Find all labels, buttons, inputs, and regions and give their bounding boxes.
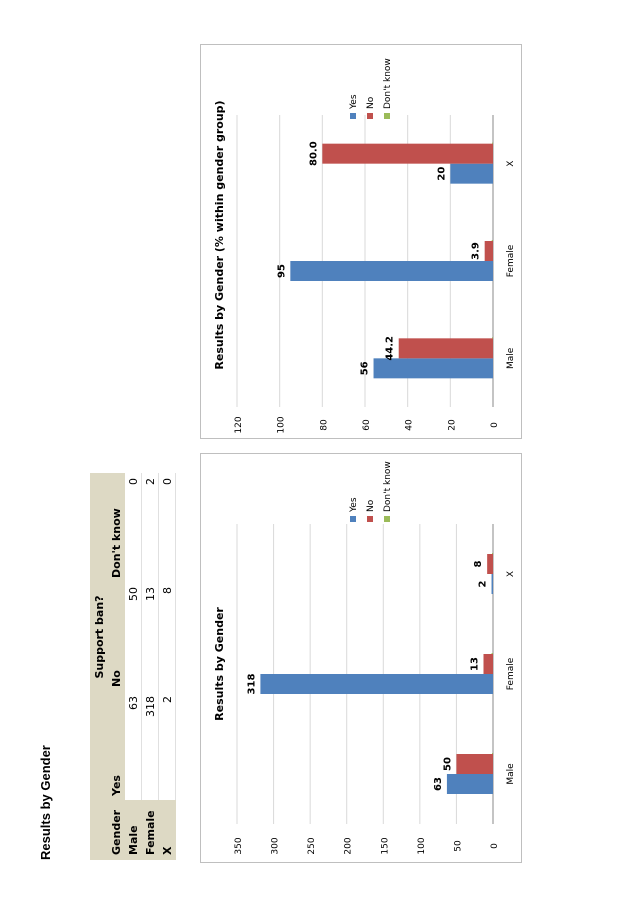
chart-title: Results by Gender	[213, 607, 226, 721]
table-group-header: Support ban?	[90, 473, 108, 801]
bar-no	[398, 338, 493, 359]
y-tick-label: 50	[453, 840, 463, 852]
chart-counts-frame: 0 50 100 150 200 250 300 350 63 50 Male 318 13 Female…	[200, 453, 522, 863]
y-tick-label: 0	[490, 843, 500, 849]
chart-percent-frame: 0 20 40 60 80 100 120 56 44.2 Male 95 3.9 Female 20 80…	[200, 44, 522, 439]
table-cell: 2	[141, 473, 159, 583]
data-label: 63	[433, 777, 444, 791]
table-col-header-gender: Gender	[107, 800, 125, 860]
y-tick-label: 200	[344, 837, 354, 854]
legend-label: No	[366, 96, 376, 109]
table-col-header-no: No	[107, 582, 125, 692]
bar-dont-know	[492, 553, 493, 554]
bar-yes	[260, 674, 493, 694]
bar-no	[483, 654, 493, 674]
bar-dont-know	[491, 240, 493, 241]
bar-dont-know	[492, 753, 493, 754]
table-cell: 2	[158, 691, 176, 801]
table-cell: 63	[124, 691, 142, 801]
chart-percent: 0 20 40 60 80 100 120 56 44.2 Male 95 3.9 Female 20 80…	[213, 58, 516, 433]
data-label: 44.2	[385, 336, 396, 361]
legend-swatch	[350, 113, 356, 119]
bar-no	[322, 143, 493, 164]
category-label: X	[506, 161, 516, 167]
y-tick-label: 120	[234, 416, 244, 433]
results-table-wrap: Support ban? Gender Yes No Don't know Ma…	[90, 473, 176, 860]
bar-dont-know	[492, 337, 493, 339]
table-cell: 0	[124, 473, 142, 583]
y-tick-label: 80	[319, 419, 329, 431]
data-label: 80.0	[308, 141, 319, 166]
bar-yes	[446, 774, 493, 794]
table-col-header-yes: Yes	[107, 691, 125, 801]
table-row-label: X	[158, 800, 176, 860]
table-row: Male 63 50 0	[124, 473, 142, 860]
legend-label: Don't know	[383, 58, 393, 109]
category-label: Female	[506, 657, 516, 690]
bar-yes	[491, 574, 493, 594]
data-label: 8	[473, 560, 484, 567]
bar-no	[487, 554, 493, 574]
legend-swatch	[350, 516, 356, 522]
table-row-label: Female	[141, 800, 159, 860]
category-label: Female	[506, 244, 516, 277]
table-cell: 13	[141, 582, 159, 692]
table-corner	[90, 800, 108, 860]
y-tick-label: 350	[234, 837, 244, 854]
data-label: 20	[436, 167, 447, 181]
bar-yes	[290, 261, 493, 281]
y-tick-label: 150	[380, 837, 390, 854]
data-label: 13	[469, 657, 480, 671]
legend-swatch	[384, 516, 390, 522]
legend-swatch	[384, 113, 390, 119]
legend-label: Yes	[349, 497, 359, 513]
table-row: Female 318 13 2	[141, 473, 159, 860]
table-row-label: Male	[124, 800, 142, 860]
table-cell: 50	[124, 582, 142, 692]
y-tick-label: 0	[490, 422, 500, 428]
bar-yes	[373, 358, 493, 379]
data-label: 50	[442, 757, 453, 771]
category-label: Male	[506, 347, 516, 369]
y-tick-label: 60	[362, 419, 372, 431]
category-label: X	[506, 571, 516, 577]
data-label: 95	[276, 264, 287, 278]
legend-swatch	[367, 113, 373, 119]
bar-no	[456, 754, 493, 774]
page-title: Results by Gender	[38, 745, 53, 860]
y-tick-label: 100	[417, 837, 427, 854]
bar-dont-know	[491, 653, 493, 654]
data-label: 318	[246, 674, 257, 695]
y-tick-label: 250	[307, 837, 317, 854]
chart-counts: 0 50 100 150 200 250 300 350 63 50 Male 318 13 Female…	[213, 461, 516, 854]
legend-label: Don't know	[383, 461, 393, 512]
data-label: 56	[360, 361, 371, 375]
table-col-header-dont-know: Don't know	[107, 473, 125, 583]
results-table: Support ban? Gender Yes No Don't know Ma…	[90, 473, 176, 860]
bar-dont-know	[492, 142, 493, 144]
table-cell: 8	[158, 582, 176, 692]
data-label: 3.9	[471, 242, 482, 260]
bar-no	[484, 241, 493, 261]
table-cell: 318	[141, 691, 159, 801]
table-cell: 0	[158, 473, 176, 583]
table-row: X 2 8 0	[158, 473, 176, 860]
legend-label: Yes	[349, 94, 359, 110]
y-tick-label: 300	[271, 837, 281, 854]
legend-label: No	[366, 499, 376, 512]
data-label: 2	[478, 580, 489, 587]
legend-swatch	[367, 516, 373, 522]
y-tick-label: 20	[447, 419, 457, 431]
category-label: Male	[506, 763, 516, 785]
bar-yes	[450, 163, 493, 184]
y-tick-label: 100	[277, 416, 287, 433]
chart-title: Results by Gender (% within gender group…	[213, 100, 226, 369]
y-tick-label: 40	[405, 419, 415, 431]
